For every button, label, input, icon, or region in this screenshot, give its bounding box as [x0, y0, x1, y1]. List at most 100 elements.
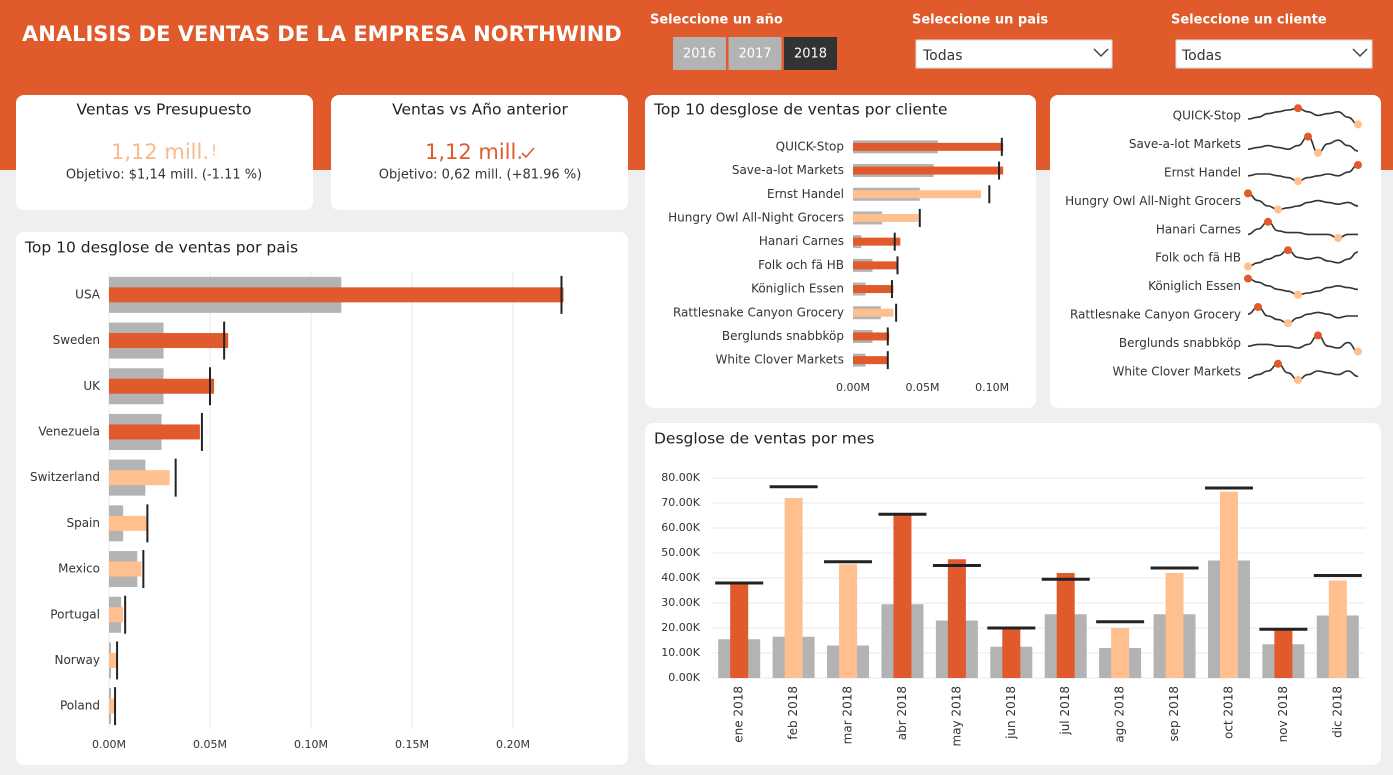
bar [853, 142, 1004, 151]
min-dot [1314, 148, 1322, 157]
bar [109, 652, 118, 668]
dropdown-value[interactable]: Todas [922, 48, 963, 64]
year-button-label[interactable]: 2017 [738, 47, 771, 62]
x-tick-label: 0.05M [906, 381, 940, 394]
dashboard-title: ANALISIS DE VENTAS DE LA EMPRESA NORTHWI… [22, 22, 622, 46]
row-label: Berglunds snabbköp [1119, 336, 1241, 350]
dropdown-box[interactable] [915, 39, 1113, 69]
max-dot [1294, 104, 1302, 113]
x-tick-label: ene 2018 [732, 686, 746, 743]
card [1050, 95, 1381, 408]
year-label: Seleccione un año [650, 13, 783, 28]
year-button[interactable] [673, 37, 726, 70]
category-label: Ernst Handel [767, 187, 844, 201]
bar [109, 698, 116, 714]
row-label: Königlich Essen [1148, 279, 1241, 293]
bar [784, 498, 803, 678]
category-label: Venezuela [38, 424, 100, 438]
cards [16, 95, 1381, 765]
category-label: Save-a-lot Markets [732, 163, 844, 177]
x-tick-label: abr 2018 [895, 686, 909, 740]
y-tick-label: 40.00K [661, 571, 700, 584]
y-tick-label: 70.00K [661, 496, 700, 509]
row-label: Ernst Handel [1164, 166, 1241, 180]
bar [109, 515, 148, 531]
bar [109, 333, 229, 349]
kpi-target: Objetivo: 0,62 mill. (+81.96 %) [379, 168, 582, 183]
sparkline [1247, 277, 1359, 296]
x-tick-label: ago 2018 [1113, 686, 1127, 743]
max-dot [1304, 132, 1312, 141]
x-tick-label: 0.10M [975, 381, 1009, 394]
category-label: Rattlesnake Canyon Grocery [673, 305, 844, 319]
bar [109, 470, 170, 486]
sparkline [1247, 334, 1359, 353]
client-dropdown[interactable]: Todas [1175, 39, 1373, 69]
x-tick-label: 0.00M [836, 381, 870, 394]
category-label: Mexico [58, 562, 100, 576]
y-tick-label: 80.00K [661, 471, 700, 484]
dropdown-box[interactable] [1175, 39, 1373, 69]
bar [853, 213, 919, 222]
x-tick-label: jun 2018 [1004, 686, 1018, 740]
max-dot [1284, 246, 1292, 255]
x-tick-label: 0.20M [496, 738, 530, 751]
year-button[interactable] [784, 37, 837, 70]
country-dropdown[interactable]: Todas [915, 39, 1113, 69]
chart-title: Top 10 desglose de ventas por cliente [653, 101, 948, 119]
row-label: Save-a-lot Markets [1129, 137, 1241, 151]
sparkline [1247, 249, 1359, 268]
category-label: Königlich Essen [751, 282, 844, 296]
year-button[interactable] [728, 37, 782, 70]
card [16, 95, 313, 210]
chevron[interactable] [1093, 48, 1109, 58]
bar [853, 308, 894, 317]
y-tick-label: 10.00K [661, 646, 700, 659]
category-label: USA [75, 287, 101, 301]
bar [853, 356, 888, 365]
row-label: Hanari Carnes [1156, 222, 1241, 236]
max-dot [1264, 217, 1272, 226]
x-tick-label: nov 2018 [1276, 686, 1290, 742]
category-label: QUICK-Stop [776, 139, 844, 153]
max-dot [1354, 161, 1362, 169]
card [645, 423, 1381, 765]
country-label: Seleccione un pais [912, 13, 1048, 28]
max-dot [1274, 359, 1282, 368]
category-label: Folk och fä HB [758, 258, 844, 272]
chart-title: Top 10 desglose de ventas por pais [24, 239, 298, 257]
row-label: QUICK-Stop [1173, 109, 1241, 123]
bar [109, 607, 124, 623]
chevron[interactable] [1352, 48, 1368, 58]
bar [109, 561, 142, 577]
y-tick-label: 60.00K [661, 521, 700, 534]
max-dot [1244, 274, 1252, 283]
x-tick-label: dic 2018 [1330, 686, 1344, 738]
bar [1111, 628, 1130, 678]
min-dot [1354, 347, 1362, 356]
x-tick-label: jul 2018 [1058, 686, 1072, 736]
bar [853, 332, 890, 341]
x-tick-label: sep 2018 [1167, 686, 1181, 742]
category-label: Hanari Carnes [759, 234, 844, 248]
bar [109, 378, 215, 394]
sparkline [1247, 164, 1359, 183]
sparkline [1247, 362, 1359, 381]
bar [947, 559, 966, 678]
row-label: Rattlesnake Canyon Grocery [1070, 308, 1241, 322]
category-label: Switzerland [30, 470, 100, 484]
x-tick-label: 0.15M [395, 738, 429, 751]
row-label: Hungry Owl All-Night Grocers [1065, 194, 1241, 208]
x-tick-label: mar 2018 [841, 686, 855, 744]
kpi-status: ! [211, 142, 217, 160]
year-button-label[interactable]: 2016 [683, 47, 716, 62]
y-tick-label: 30.00K [661, 596, 700, 609]
year-button-label[interactable]: 2018 [794, 47, 827, 62]
bar [1165, 573, 1184, 678]
bar [853, 261, 898, 270]
category-label: White Clover Markets [716, 353, 845, 367]
bar [1056, 573, 1075, 678]
dropdown-value[interactable]: Todas [1181, 48, 1222, 64]
max-dot [1314, 331, 1322, 340]
